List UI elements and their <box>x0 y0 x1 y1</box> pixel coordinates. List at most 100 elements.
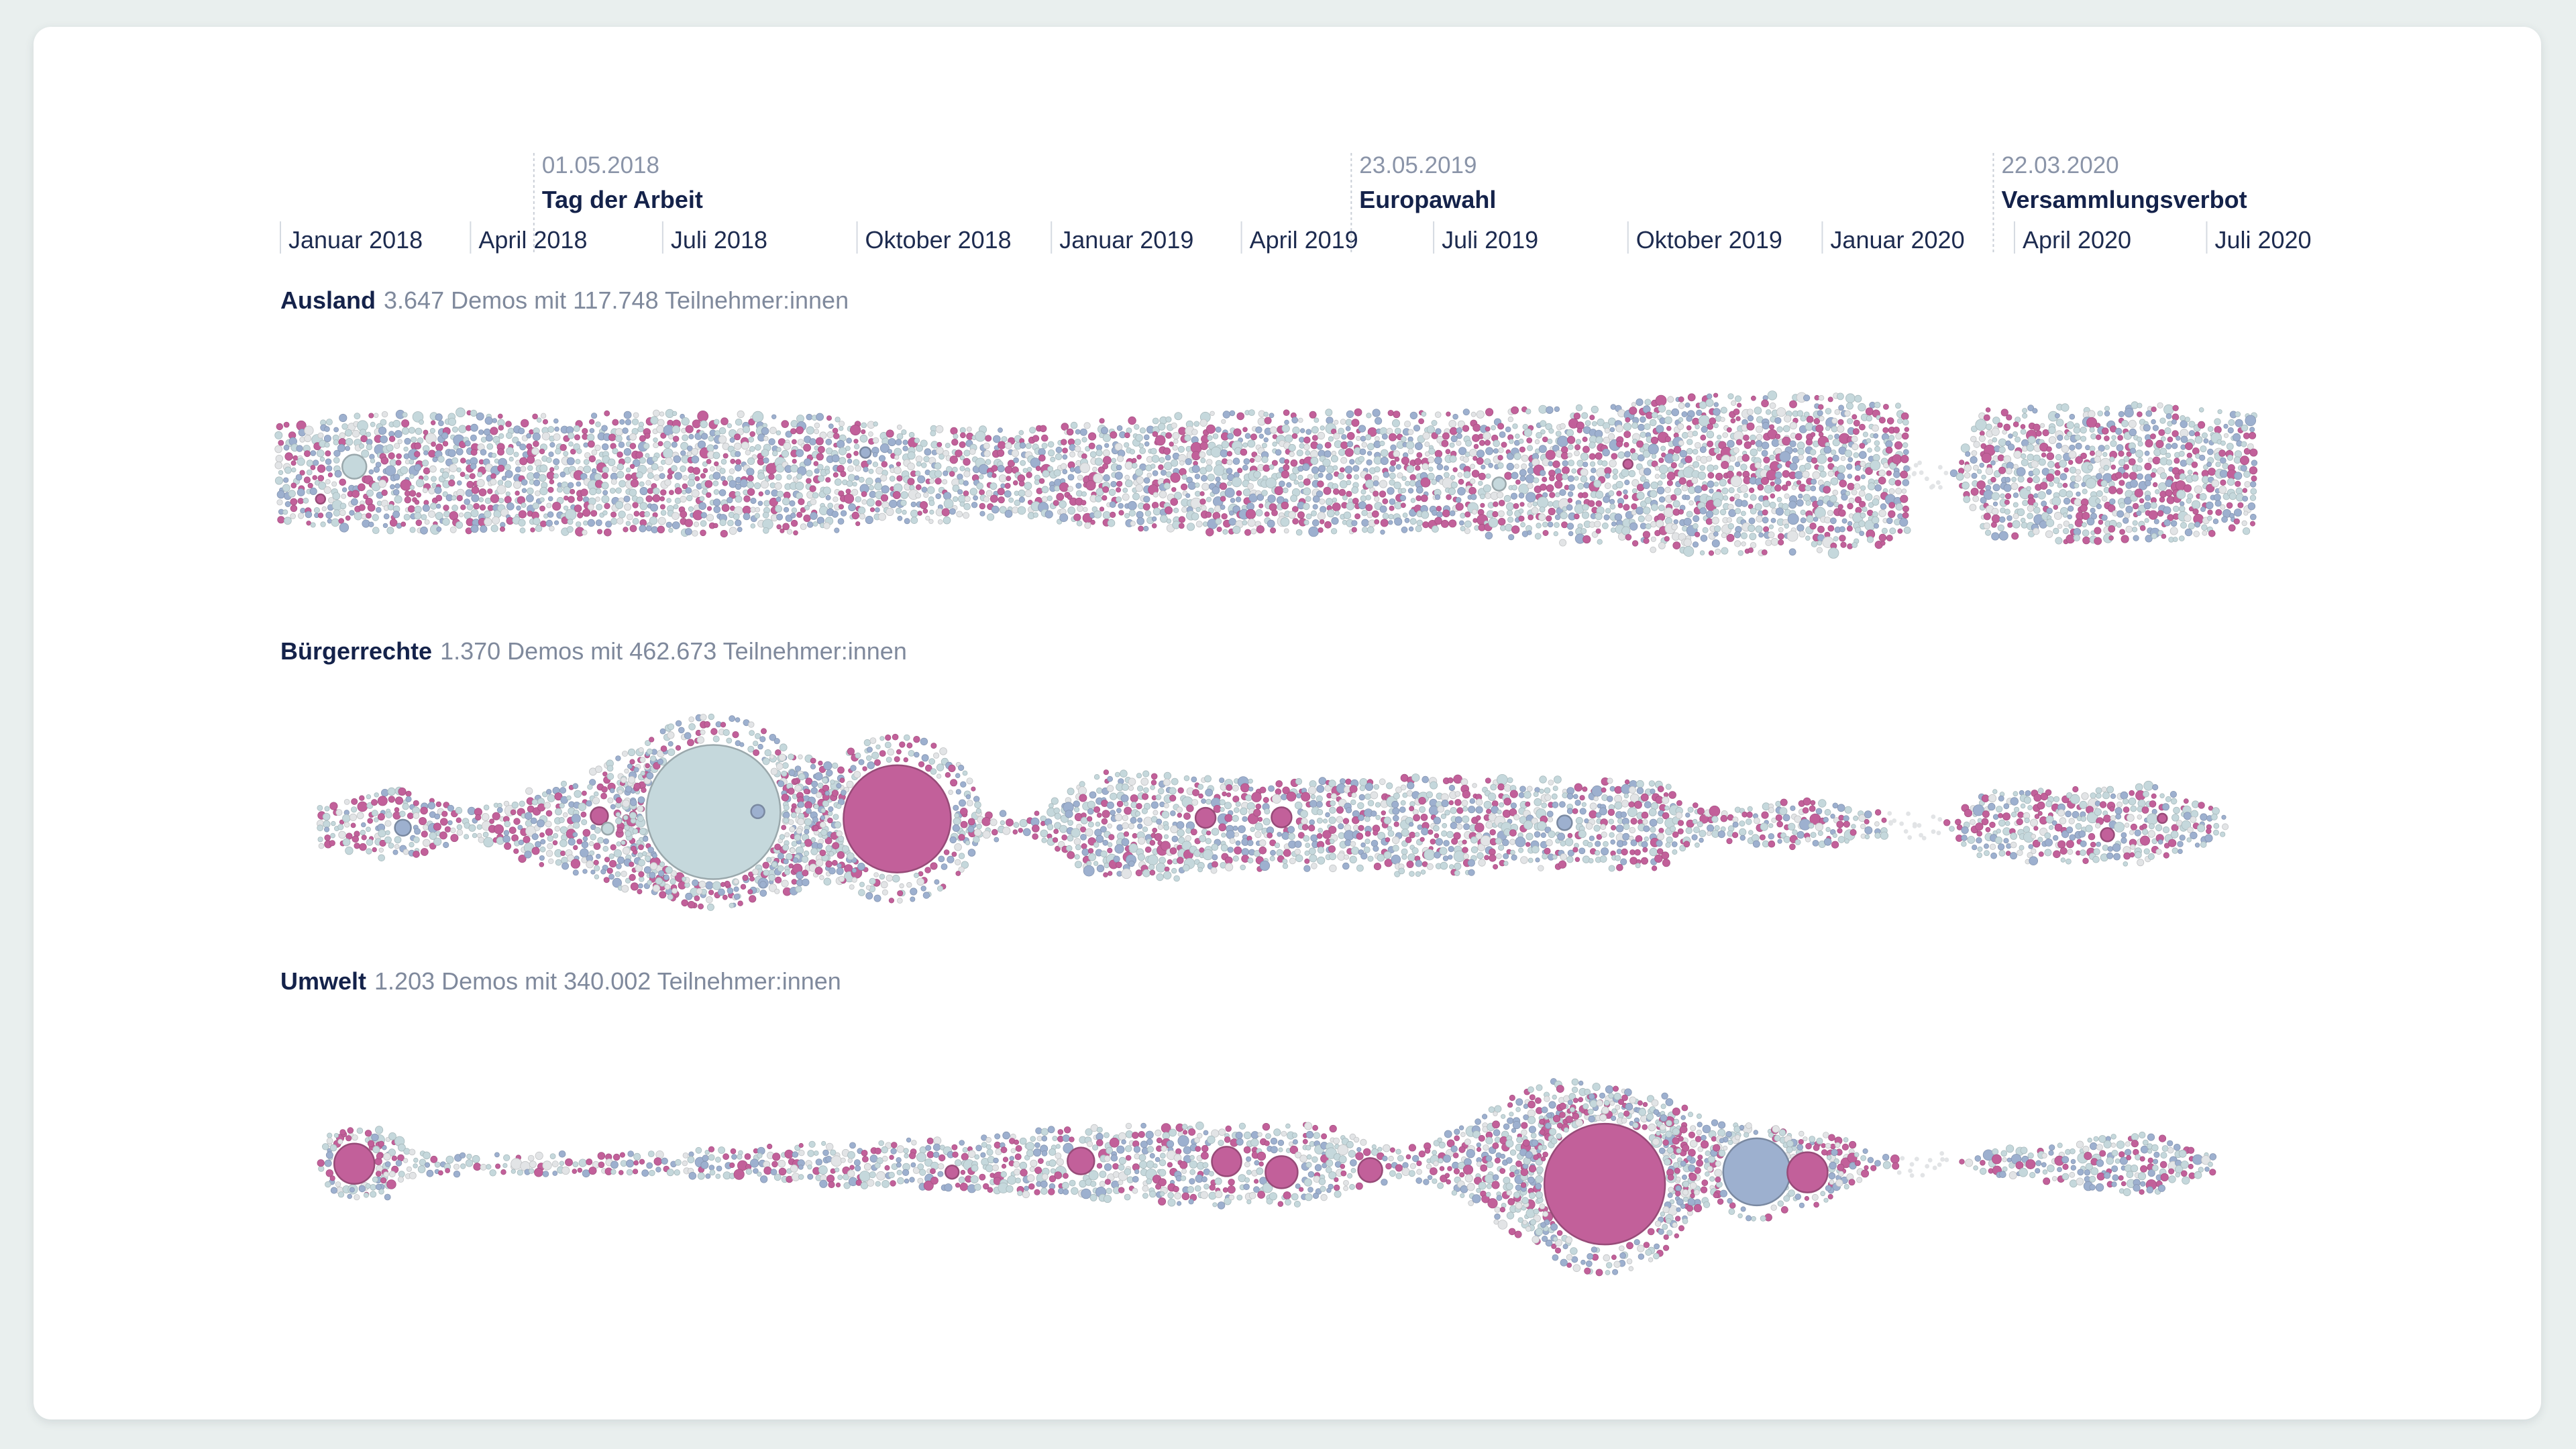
demo-dot <box>982 830 991 839</box>
demo-dot <box>350 498 358 506</box>
demo-dot <box>1212 486 1220 494</box>
demo-dot <box>1611 453 1618 460</box>
demo-dot <box>510 809 517 816</box>
demo-dot <box>639 502 648 511</box>
demo-dot <box>1199 498 1206 505</box>
demo-dot <box>1067 486 1073 492</box>
demo-dot <box>300 508 306 514</box>
demo-dot <box>351 798 358 805</box>
demo-dot <box>2165 413 2172 419</box>
demo-dot <box>1013 480 1018 486</box>
demo-dot <box>1714 525 1721 533</box>
demo-dot <box>414 499 420 505</box>
demo-dot <box>407 505 415 513</box>
demo-dot <box>1743 492 1749 498</box>
demo-dot <box>920 501 928 510</box>
demo-dot <box>869 507 875 513</box>
demo-dot <box>1859 500 1866 508</box>
demo-dot <box>672 521 680 529</box>
demo-dot <box>1170 498 1178 506</box>
demo-dot <box>442 491 448 497</box>
demo-dot <box>1228 510 1234 516</box>
demo-dot <box>1296 449 1303 457</box>
demo-dot <box>524 851 532 859</box>
demo-dot <box>2165 443 2172 450</box>
demo-dot <box>1464 511 1471 518</box>
demo-dot <box>2090 507 2096 514</box>
demo-dot <box>763 435 769 441</box>
demo-dot <box>501 476 507 481</box>
demo-dot <box>2116 522 2122 528</box>
demo-dot <box>1696 409 1703 417</box>
demo-dot <box>769 427 777 435</box>
demo-dot <box>706 506 712 511</box>
demo-dot <box>1090 519 1095 525</box>
demo-dot <box>702 468 708 474</box>
demo-dot <box>895 439 902 446</box>
demo-dot <box>1163 482 1171 490</box>
demo-dot <box>1871 516 1880 525</box>
demo-dot <box>405 790 412 797</box>
demo-dot <box>1727 439 1735 448</box>
demo-dot <box>1480 502 1485 508</box>
demo-dot <box>2010 482 2019 490</box>
demo-dot <box>1735 439 1743 445</box>
demo-dot <box>422 488 428 494</box>
demo-dot <box>2137 402 2143 409</box>
demo-dot <box>833 496 839 502</box>
demo-dot <box>1743 441 1752 449</box>
demo-dot <box>943 449 949 457</box>
demo-dot <box>602 466 609 474</box>
demo-dot <box>853 439 859 444</box>
demo-dot <box>1554 480 1563 489</box>
large-demo-bubble <box>315 493 327 505</box>
demo-dot <box>519 800 525 807</box>
demo-dot <box>554 465 559 470</box>
demo-dot <box>660 489 667 496</box>
demo-dot <box>597 529 603 535</box>
demo-dot <box>2080 435 2087 442</box>
demo-dot <box>306 469 313 476</box>
demo-dot <box>303 497 309 504</box>
demo-dot <box>685 425 694 433</box>
demo-dot <box>827 502 834 509</box>
demo-dot <box>1722 432 1729 438</box>
demo-dot <box>1847 474 1853 479</box>
demo-dot <box>1087 821 1094 828</box>
demo-dot <box>2032 527 2040 535</box>
demo-dot <box>2069 413 2076 420</box>
demo-dot <box>1243 458 1250 465</box>
demo-dot <box>2022 408 2028 414</box>
demo-dot <box>1686 511 1693 518</box>
demo-dot <box>1191 451 1201 461</box>
demo-dot <box>817 464 824 471</box>
demo-dot <box>470 434 477 441</box>
demo-dot <box>1894 402 1901 409</box>
demo-dot <box>783 491 791 499</box>
demo-dot <box>1442 509 1450 518</box>
demo-dot <box>949 455 959 464</box>
demo-dot <box>1371 510 1379 518</box>
demo-dot <box>2164 427 2171 435</box>
demo-dot <box>869 490 877 498</box>
demo-dot <box>1099 506 1105 512</box>
demo-dot <box>1169 441 1174 447</box>
demo-dot <box>400 466 409 475</box>
demo-dot <box>582 790 587 796</box>
demo-dot <box>582 508 591 517</box>
demo-dot <box>2201 432 2208 439</box>
demo-dot <box>1610 527 1616 533</box>
demo-dot <box>1261 490 1268 496</box>
demo-dot <box>435 512 443 521</box>
demo-dot <box>586 433 595 441</box>
demo-dot <box>2157 510 2164 517</box>
demo-dot <box>370 421 376 427</box>
demo-dot <box>1894 479 1902 486</box>
demo-dot <box>1389 505 1395 511</box>
demo-dot <box>1664 486 1671 494</box>
demo-dot <box>2074 498 2082 506</box>
demo-dot <box>1888 510 1896 519</box>
demo-dot <box>803 514 811 523</box>
demo-dot <box>1806 415 1814 423</box>
demo-dot <box>2166 496 2175 504</box>
